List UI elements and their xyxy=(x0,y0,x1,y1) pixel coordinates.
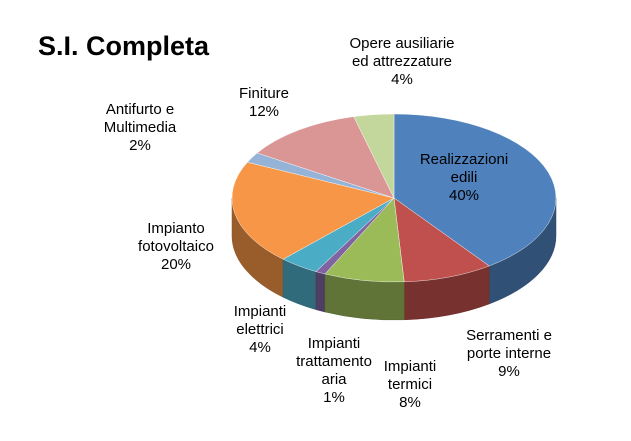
slice-name-line: Multimedia xyxy=(104,119,177,136)
slice-label-antifurto-e-multimedia: Antifurto e Multimedia 2% xyxy=(104,101,177,154)
slice-name-line: elettrici xyxy=(236,321,284,338)
chart-title: S.I. Completa xyxy=(38,31,210,61)
pie-side-impianti-trattamento-aria xyxy=(315,271,326,313)
slice-name-line: fotovoltaico xyxy=(138,238,214,255)
slice-name-line: Impianti xyxy=(384,358,437,375)
slice-value-label: 20% xyxy=(161,256,191,273)
slice-value-label: 1% xyxy=(323,389,345,406)
slice-value-label: 8% xyxy=(399,394,421,411)
slice-label-serramenti-e-porte-interne: Serramenti e porte interne 9% xyxy=(466,327,552,380)
slice-label-impianti-trattamento-aria: Impianti trattamento aria 1% xyxy=(296,335,372,406)
slice-label-impianti-elettrici: Impianti elettrici 4% xyxy=(234,303,287,356)
pie-slice-impianto-fotovoltaico xyxy=(231,162,395,260)
pie-slice-realizzazioni-edili xyxy=(393,113,557,267)
slice-value-label: 2% xyxy=(129,137,151,154)
slice-name-line: trattamento xyxy=(296,353,372,370)
slice-label-impianto-fotovoltaico: Impianto fotovoltaico 20% xyxy=(138,220,214,273)
slice-name-line: Finiture xyxy=(239,85,289,102)
labels-layer: Realizzazioni edili 40% Serramenti e porte i… xyxy=(104,35,552,411)
slice-name-line: Opere ausiliarie xyxy=(349,35,454,52)
slice-value-label: 12% xyxy=(249,103,279,120)
slice-value-label: 9% xyxy=(498,363,520,380)
slice-name-line: Realizzazioni xyxy=(420,151,508,168)
slice-name-line: Impianti xyxy=(308,335,361,352)
pie-slice-opere-ausiliarie-ed-attrezzature xyxy=(353,113,395,199)
slices-layer xyxy=(231,113,557,321)
slice-name-line: Impianto xyxy=(147,220,205,237)
slice-label-impianti-termici: Impianti termici 8% xyxy=(384,358,437,411)
slice-name-line: termici xyxy=(388,376,432,393)
slice-label-realizzazioni-edili: Realizzazioni edili 40% xyxy=(420,151,508,204)
slice-name-line: ed attrezzature xyxy=(352,53,452,70)
slice-label-finiture: Finiture 12% xyxy=(239,85,289,120)
slice-value-label: 4% xyxy=(249,339,271,356)
slice-name-line: Antifurto e xyxy=(106,101,174,118)
slice-name-line: edili xyxy=(451,169,478,186)
pie-slice-serramenti-e-porte-interne xyxy=(393,197,490,283)
slice-label-opere-ausiliarie-ed-attrezzature: Opere ausiliarie ed attrezzature 4% xyxy=(349,35,454,88)
slice-name-line: Impianti xyxy=(234,303,287,320)
slice-name-line: porte interne xyxy=(467,345,551,362)
pie-slice-finiture xyxy=(256,116,395,199)
slice-name-line: Serramenti e xyxy=(466,327,552,344)
slice-value-label: 40% xyxy=(449,187,479,204)
slice-value-label: 4% xyxy=(391,71,413,88)
slice-name-line: aria xyxy=(321,371,347,388)
